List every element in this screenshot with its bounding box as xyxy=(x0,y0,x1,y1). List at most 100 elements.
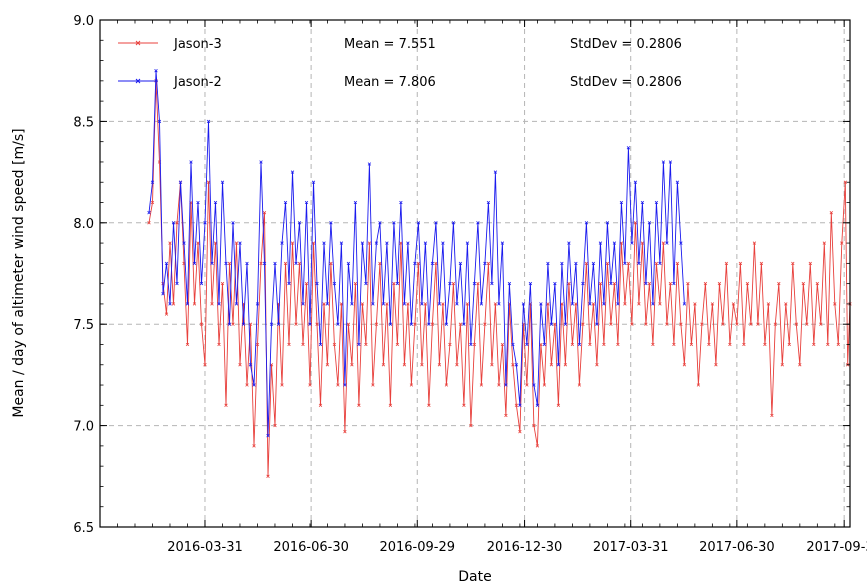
data-point-jason-2 xyxy=(518,403,522,407)
data-point-jason-2 xyxy=(556,363,561,367)
plot-frame xyxy=(99,19,851,528)
data-point-jason-3 xyxy=(301,342,305,347)
data-point-jason-3 xyxy=(598,281,603,286)
y-tick-label: 7.5 xyxy=(73,318,94,333)
data-point-jason-2 xyxy=(206,119,211,124)
data-point-jason-2 xyxy=(336,322,340,326)
y-tick-label: 8.0 xyxy=(73,217,94,232)
data-point-jason-3 xyxy=(402,363,407,367)
data-point-jason-3 xyxy=(626,261,631,266)
data-point-jason-2 xyxy=(290,170,295,174)
data-point-jason-3 xyxy=(322,302,326,306)
data-point-jason-2 xyxy=(507,281,512,286)
data-point-jason-3 xyxy=(378,261,382,266)
x-tick-label: 2016-06-30 xyxy=(273,540,349,555)
data-point-jason-3 xyxy=(381,363,386,367)
x-tick-label: 2017-03-31 xyxy=(593,540,669,555)
data-point-jason-3 xyxy=(416,261,421,266)
data-point-jason-3 xyxy=(658,302,662,306)
legend-marker-jason-2 xyxy=(135,78,141,84)
data-point-jason-3 xyxy=(234,241,239,245)
data-point-jason-3 xyxy=(518,430,522,434)
data-point-jason-2 xyxy=(409,322,414,326)
data-point-jason-2 xyxy=(476,221,480,225)
data-point-jason-2 xyxy=(248,363,253,367)
legend-marker-jason-3 xyxy=(135,40,141,46)
data-point-jason-2 xyxy=(423,241,428,245)
data-point-jason-2 xyxy=(546,261,550,266)
data-point-jason-3 xyxy=(777,281,781,286)
data-point-jason-2 xyxy=(357,342,361,347)
data-point-jason-3 xyxy=(360,302,365,306)
data-point-jason-2 xyxy=(549,322,554,326)
data-point-jason-2 xyxy=(185,302,190,306)
data-point-jason-2 xyxy=(626,146,631,150)
data-point-jason-2 xyxy=(241,322,246,326)
legend-mean-jason-2: Mean = 7.806 xyxy=(344,75,436,90)
data-point-jason-2 xyxy=(434,221,438,225)
data-point-jason-3 xyxy=(640,241,645,245)
tick-labels: 6.5 7.0 7.5 8.0 8.5 9.0 2016-03-31 2016-06-30 20… xyxy=(73,14,867,555)
data-point-jason-3 xyxy=(794,322,798,326)
data-point-jason-3 xyxy=(689,342,694,347)
data-point-jason-2 xyxy=(483,261,487,266)
data-point-jason-3 xyxy=(455,363,459,367)
data-point-jason-3 xyxy=(231,322,235,326)
data-point-jason-2 xyxy=(679,241,683,245)
data-point-jason-3 xyxy=(686,281,690,286)
legend: Jason-3 Mean = 7.551 StdDev = 0.2806 Jas… xyxy=(118,37,682,90)
data-point-jason-3 xyxy=(367,241,372,245)
data-point-jason-2 xyxy=(329,221,333,225)
data-point-jason-3 xyxy=(210,302,214,306)
data-point-jason-2 xyxy=(150,180,155,184)
data-point-jason-3 xyxy=(675,261,680,266)
data-point-jason-2 xyxy=(682,302,687,306)
data-point-jason-2 xyxy=(581,281,585,286)
data-point-jason-3 xyxy=(756,322,760,326)
legend-std-jason-3: StdDev = 0.2806 xyxy=(570,37,682,52)
data-point-jason-2 xyxy=(493,170,498,174)
data-point-jason-3 xyxy=(553,322,557,326)
data-point-jason-2 xyxy=(514,363,519,367)
data-point-jason-3 xyxy=(623,302,627,306)
ticks xyxy=(99,19,850,528)
data-point-jason-3 xyxy=(430,322,435,326)
data-point-jason-2 xyxy=(308,322,312,326)
data-point-jason-3 xyxy=(780,363,784,367)
data-point-jason-2 xyxy=(322,241,326,245)
data-point-jason-3 xyxy=(451,281,456,286)
data-point-jason-2 xyxy=(395,281,400,286)
data-point-jason-2 xyxy=(154,69,158,73)
data-point-jason-3 xyxy=(147,221,151,225)
data-point-jason-2 xyxy=(374,241,379,245)
data-point-jason-3 xyxy=(409,383,414,387)
data-point-jason-2 xyxy=(227,322,232,326)
data-point-jason-3 xyxy=(339,302,344,306)
data-point-jason-2 xyxy=(315,281,319,286)
data-point-jason-3 xyxy=(458,322,463,326)
data-point-jason-3 xyxy=(721,322,725,326)
data-point-jason-2 xyxy=(381,302,386,306)
data-point-jason-3 xyxy=(185,342,190,347)
data-point-jason-3 xyxy=(819,322,823,326)
data-point-jason-2 xyxy=(297,221,302,225)
data-point-jason-2 xyxy=(640,200,645,205)
data-point-jason-3 xyxy=(717,281,722,286)
data-point-jason-2 xyxy=(266,434,270,438)
data-point-jason-3 xyxy=(693,302,697,306)
data-point-jason-2 xyxy=(455,302,459,306)
x-tick-label: 2016-03-31 xyxy=(167,540,243,555)
data-point-jason-3 xyxy=(770,413,774,418)
data-point-jason-3 xyxy=(787,342,791,347)
data-point-jason-3 xyxy=(444,383,449,387)
data-point-jason-3 xyxy=(738,261,743,266)
data-point-jason-2 xyxy=(528,281,533,286)
data-point-jason-3 xyxy=(472,342,477,347)
data-point-jason-3 xyxy=(668,281,673,286)
data-point-jason-2 xyxy=(416,221,421,225)
data-point-jason-2 xyxy=(437,302,442,306)
data-point-jason-3 xyxy=(493,302,498,306)
data-point-jason-3 xyxy=(238,363,242,367)
